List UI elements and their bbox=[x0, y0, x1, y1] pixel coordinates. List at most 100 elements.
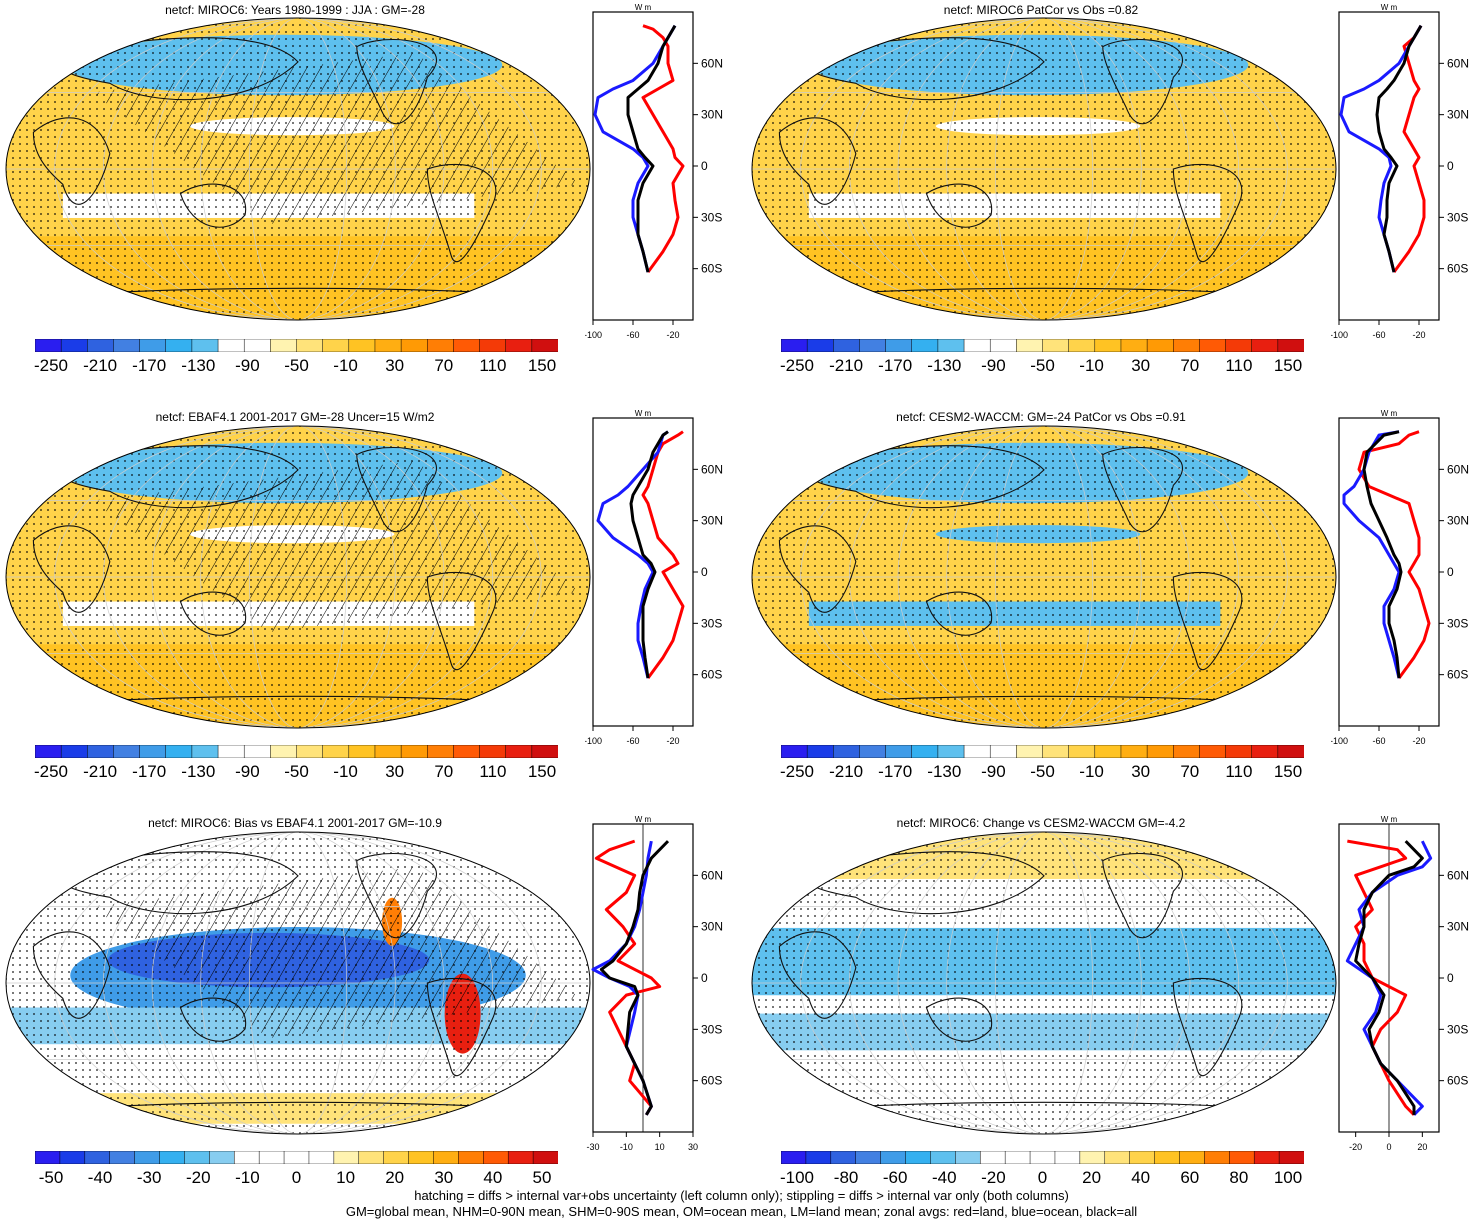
eurasia-outline bbox=[59, 851, 299, 915]
colorbar-segment bbox=[243, 745, 271, 758]
map bbox=[751, 831, 1337, 1135]
colorbar-label: 30 bbox=[1131, 762, 1151, 781]
colorbar bbox=[781, 339, 1304, 352]
zonal-units-label: W m bbox=[1381, 3, 1398, 12]
colorbar-label: 20 bbox=[385, 1168, 405, 1187]
zonal-plot: 60N 30N 0 30S 60S -100 -60 -20 W m bbox=[1331, 3, 1469, 340]
x-tick-label: -20 bbox=[1349, 1142, 1362, 1152]
colorbar-segment bbox=[165, 339, 193, 352]
colorbar-label: 10 bbox=[336, 1168, 356, 1187]
colorbar-segment bbox=[308, 1151, 335, 1164]
x-tick-label: -60 bbox=[626, 736, 639, 746]
colorbar-label: 0 bbox=[1037, 1168, 1048, 1187]
colorbar bbox=[35, 339, 558, 352]
colorbar-segment bbox=[374, 745, 402, 758]
colorbar-segment bbox=[283, 1151, 310, 1164]
colorbar-segment bbox=[322, 745, 350, 758]
colorbar-label: -170 bbox=[132, 356, 167, 375]
colorbar-segment bbox=[1016, 745, 1044, 758]
colorbar-segment bbox=[806, 339, 834, 352]
colorbar-label: -130 bbox=[181, 762, 216, 781]
africa-outline bbox=[32, 117, 111, 205]
colorbar-label: -80 bbox=[833, 1168, 859, 1187]
colorbar-labels: -100 -80 -60 -40 -20 0 20 40 60 80 100 bbox=[779, 1168, 1304, 1188]
colorbar-segment bbox=[1229, 1151, 1255, 1164]
x-tick-label: -20 bbox=[1412, 330, 1425, 340]
colorbar-segment bbox=[1068, 339, 1096, 352]
colorbar-label: -210 bbox=[83, 762, 118, 781]
series-ocean bbox=[1339, 24, 1423, 273]
colorbar-label: 30 bbox=[1131, 356, 1151, 375]
x-tick-label: 10 bbox=[655, 1142, 665, 1152]
colorbar-segment bbox=[1094, 745, 1122, 758]
colorbar-segment bbox=[35, 339, 62, 352]
africa-outline bbox=[32, 931, 111, 1019]
colorbar-segment bbox=[885, 745, 913, 758]
panel-6: netcf: MIROC6: Change vs CESM2-WACCM GM=… bbox=[746, 812, 1483, 1217]
panel-title: netcf: MIROC6 PatCor vs Obs =0.82 bbox=[943, 3, 1139, 17]
colorbar-segment bbox=[374, 339, 402, 352]
y-tick-label: 60N bbox=[701, 868, 723, 882]
colorbar-label: -210 bbox=[83, 356, 118, 375]
y-tick-label: 30S bbox=[701, 210, 722, 224]
x-tick-label: 30 bbox=[688, 1142, 698, 1152]
map-border bbox=[751, 17, 1337, 321]
australia-outline bbox=[925, 183, 993, 228]
zonal-units-label: W m bbox=[1381, 409, 1398, 418]
map bbox=[5, 425, 591, 729]
colorbar-segment bbox=[483, 1151, 509, 1164]
colorbar-segment bbox=[989, 745, 1017, 758]
colorbar-label: 60 bbox=[1180, 1168, 1200, 1187]
colorbar-label: 150 bbox=[527, 356, 557, 375]
colorbar-segment bbox=[1225, 339, 1253, 352]
x-tick-label: -100 bbox=[1331, 330, 1348, 340]
colorbar-segment bbox=[270, 745, 298, 758]
panel-title: netcf: CESM2-WACCM: GM=-24 PatCor vs Obs… bbox=[896, 410, 1186, 424]
map-border bbox=[5, 17, 591, 321]
colorbar-label: -40 bbox=[932, 1168, 957, 1187]
colorbar-segment bbox=[505, 745, 533, 758]
colorbar-segment bbox=[1042, 745, 1070, 758]
eurasia-outline bbox=[59, 37, 299, 101]
zonal-plot: 60N 30N 0 30S 60S -100 -60 -20 W m bbox=[585, 409, 723, 746]
colorbar-label: -90 bbox=[981, 762, 1006, 781]
africa-outline bbox=[32, 525, 111, 613]
y-tick-label: 60N bbox=[1447, 462, 1469, 476]
y-tick-label: 60S bbox=[701, 668, 722, 682]
y-tick-label: 30N bbox=[1447, 108, 1469, 122]
colorbar-segment bbox=[507, 1151, 534, 1164]
colorbar-segment bbox=[84, 1151, 111, 1164]
y-tick-label: 30N bbox=[1447, 920, 1469, 934]
y-tick-label: 30S bbox=[1447, 616, 1468, 630]
colorbar-label: -250 bbox=[779, 762, 815, 781]
colorbar-segment bbox=[191, 745, 219, 758]
y-tick-label: 30N bbox=[701, 514, 723, 528]
south-america-outline bbox=[426, 163, 497, 263]
colorbar-label: -100 bbox=[779, 1168, 815, 1187]
colorbar-segment bbox=[1120, 745, 1148, 758]
series-ocean bbox=[596, 430, 669, 679]
colorbar-label: 70 bbox=[434, 356, 454, 375]
colorbar-segment bbox=[427, 745, 454, 758]
colorbar-segment bbox=[165, 745, 193, 758]
colorbar-segment bbox=[184, 1151, 210, 1164]
colorbar-segment bbox=[458, 1151, 484, 1164]
x-tick-label: -20 bbox=[666, 330, 679, 340]
map bbox=[751, 425, 1337, 729]
x-tick-label: -60 bbox=[626, 330, 639, 340]
colorbar-label: 50 bbox=[532, 1168, 552, 1187]
colorbar-segment bbox=[1199, 339, 1227, 352]
north-america-outline bbox=[356, 852, 437, 939]
colorbar-label: -210 bbox=[829, 356, 864, 375]
colorbar-segment bbox=[1277, 339, 1304, 352]
colorbar-segment bbox=[1016, 339, 1044, 352]
eurasia-outline bbox=[59, 445, 299, 509]
colorbar-segment bbox=[805, 1151, 832, 1164]
y-tick-label: 30S bbox=[1447, 1022, 1468, 1036]
map bbox=[5, 831, 591, 1135]
colorbar-segment bbox=[989, 339, 1017, 352]
colorbar-label: 30 bbox=[385, 356, 405, 375]
y-tick-label: 0 bbox=[1447, 971, 1454, 985]
panel-5: netcf: MIROC6: Bias vs EBAF4.1 2001-2017… bbox=[0, 812, 740, 1217]
colorbar-segment bbox=[963, 339, 991, 352]
